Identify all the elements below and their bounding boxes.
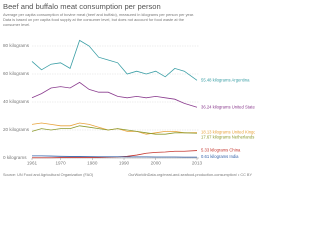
end-label: 18.13 kilograms United Kingdom	[201, 130, 255, 135]
x-tick-label: 1990	[119, 161, 130, 166]
subtitle: consumer level.	[3, 22, 30, 27]
series-line	[32, 155, 198, 158]
end-label: 55.48 kilograms Argentina	[201, 77, 250, 82]
series-line	[31, 122, 198, 135]
legend-label: China	[229, 148, 241, 153]
x-tick-label: 2000	[151, 161, 162, 166]
y-tick-label: 80 kilograms	[3, 43, 30, 48]
end-label: 36.24 kilograms United States	[201, 104, 255, 109]
x-tick-label: 2013	[192, 161, 203, 166]
value-label: 18.13 kilograms	[201, 130, 231, 135]
value-label: 0.61 kilograms	[201, 154, 228, 159]
end-label: 0.61 kilograms India	[201, 154, 239, 159]
source: Source: UN Food and Agricultural Organiz…	[3, 173, 94, 177]
chart: Beef and buffalo meat consumption per pe…	[3, 2, 255, 177]
legend-label: Netherlands	[232, 135, 255, 140]
subtitle: Average per capita consumption of bovine…	[3, 12, 194, 17]
series-line	[31, 39, 198, 81]
value-label: 55.48 kilograms	[201, 77, 231, 82]
y-tick-label: 60 kilograms	[3, 71, 30, 76]
x-tick-label: 1970	[55, 161, 66, 166]
x-tick-label: 1980	[87, 161, 98, 166]
end-label: 17.67 kilograms Netherlands	[201, 135, 254, 140]
y-tick-label: 20 kilograms	[3, 127, 30, 132]
series-line	[31, 125, 198, 135]
y-tick-label: 40 kilograms	[3, 99, 30, 104]
end-label: 5.33 kilograms China	[201, 148, 241, 153]
x-tick-label: 1961	[27, 161, 38, 166]
chart-title: Beef and buffalo meat consumption per pe…	[3, 2, 161, 11]
legend-label: United Kingdom	[232, 130, 255, 135]
credit: OurWorldInData.org/meat-and-seafood-prod…	[128, 173, 252, 177]
subtitle: Data is based on per capita food supply …	[3, 17, 184, 22]
value-label: 5.33 kilograms	[201, 148, 228, 153]
y-tick-label: 0 kilograms	[3, 155, 27, 160]
value-label: 17.67 kilograms	[201, 135, 231, 140]
legend-label: United States	[232, 104, 255, 109]
series-line	[31, 81, 198, 108]
legend-label: Argentina	[232, 77, 251, 82]
value-label: 36.24 kilograms	[201, 104, 231, 109]
legend-label: India	[229, 154, 239, 159]
